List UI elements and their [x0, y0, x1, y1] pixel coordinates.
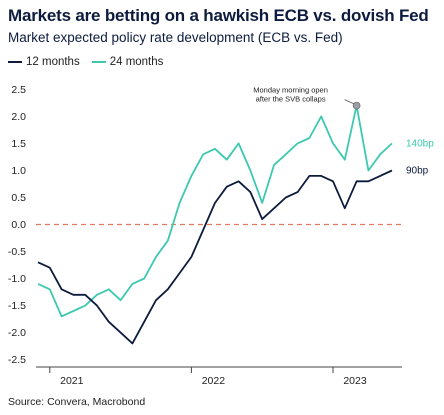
x-tick-label: 2021	[60, 375, 84, 387]
annotation-text-line2: after the SVB collaps	[256, 95, 326, 104]
y-tick-label: 0.5	[11, 192, 26, 204]
y-tick-label: 0.0	[11, 219, 26, 231]
x-tick-label: 2023	[343, 375, 367, 387]
chart-subtitle: Market expected policy rate development …	[8, 30, 343, 45]
source-note: Source: Convera, Macrobond	[8, 396, 146, 408]
x-axis: 2021 2022 2023	[36, 366, 402, 387]
chart-title: Markets are betting on a hawkish ECB vs.…	[8, 6, 429, 25]
y-tick-label: -0.5	[8, 246, 26, 258]
annotation-leader-line	[344, 99, 354, 104]
legend-label-12-months: 12 months	[26, 56, 80, 68]
x-tick-label: 2022	[202, 375, 226, 387]
chart-legend: 12 months 24 months	[8, 56, 169, 68]
legend-item-12-months: 12 months	[8, 56, 80, 68]
y-tick-label: 2.0	[11, 111, 26, 123]
annotation-marker	[352, 101, 361, 110]
series-line-12-months	[37, 169, 393, 345]
annotation-text-line1: Monday morning open	[253, 86, 328, 95]
end-label-24-months: 140bp	[406, 138, 434, 149]
series-lines	[37, 104, 393, 345]
y-tick-label: -1.0	[8, 273, 26, 285]
end-label-12-months: 90bp	[406, 165, 429, 176]
y-axis-ticks: 2.5 2.0 1.5 1.0 0.5 0.0 -0.5 -1.0 -1.5 -2.0 -2.5	[8, 84, 26, 366]
legend-swatch-24-months	[91, 61, 106, 63]
series-line-24-months	[37, 104, 393, 318]
y-tick-label: 1.5	[11, 138, 26, 150]
legend-swatch-12-months	[8, 61, 22, 63]
legend-label-24-months: 24 months	[109, 56, 164, 68]
legend-item-24-months: 24 months	[91, 56, 164, 68]
y-tick-label: -2.5	[8, 354, 26, 366]
end-labels: 140bp 90bp	[406, 138, 434, 176]
y-tick-label: -2.0	[8, 327, 26, 339]
y-tick-label: 1.0	[11, 165, 26, 177]
y-tick-label: 2.5	[11, 84, 26, 96]
y-tick-label: -1.5	[8, 300, 26, 312]
